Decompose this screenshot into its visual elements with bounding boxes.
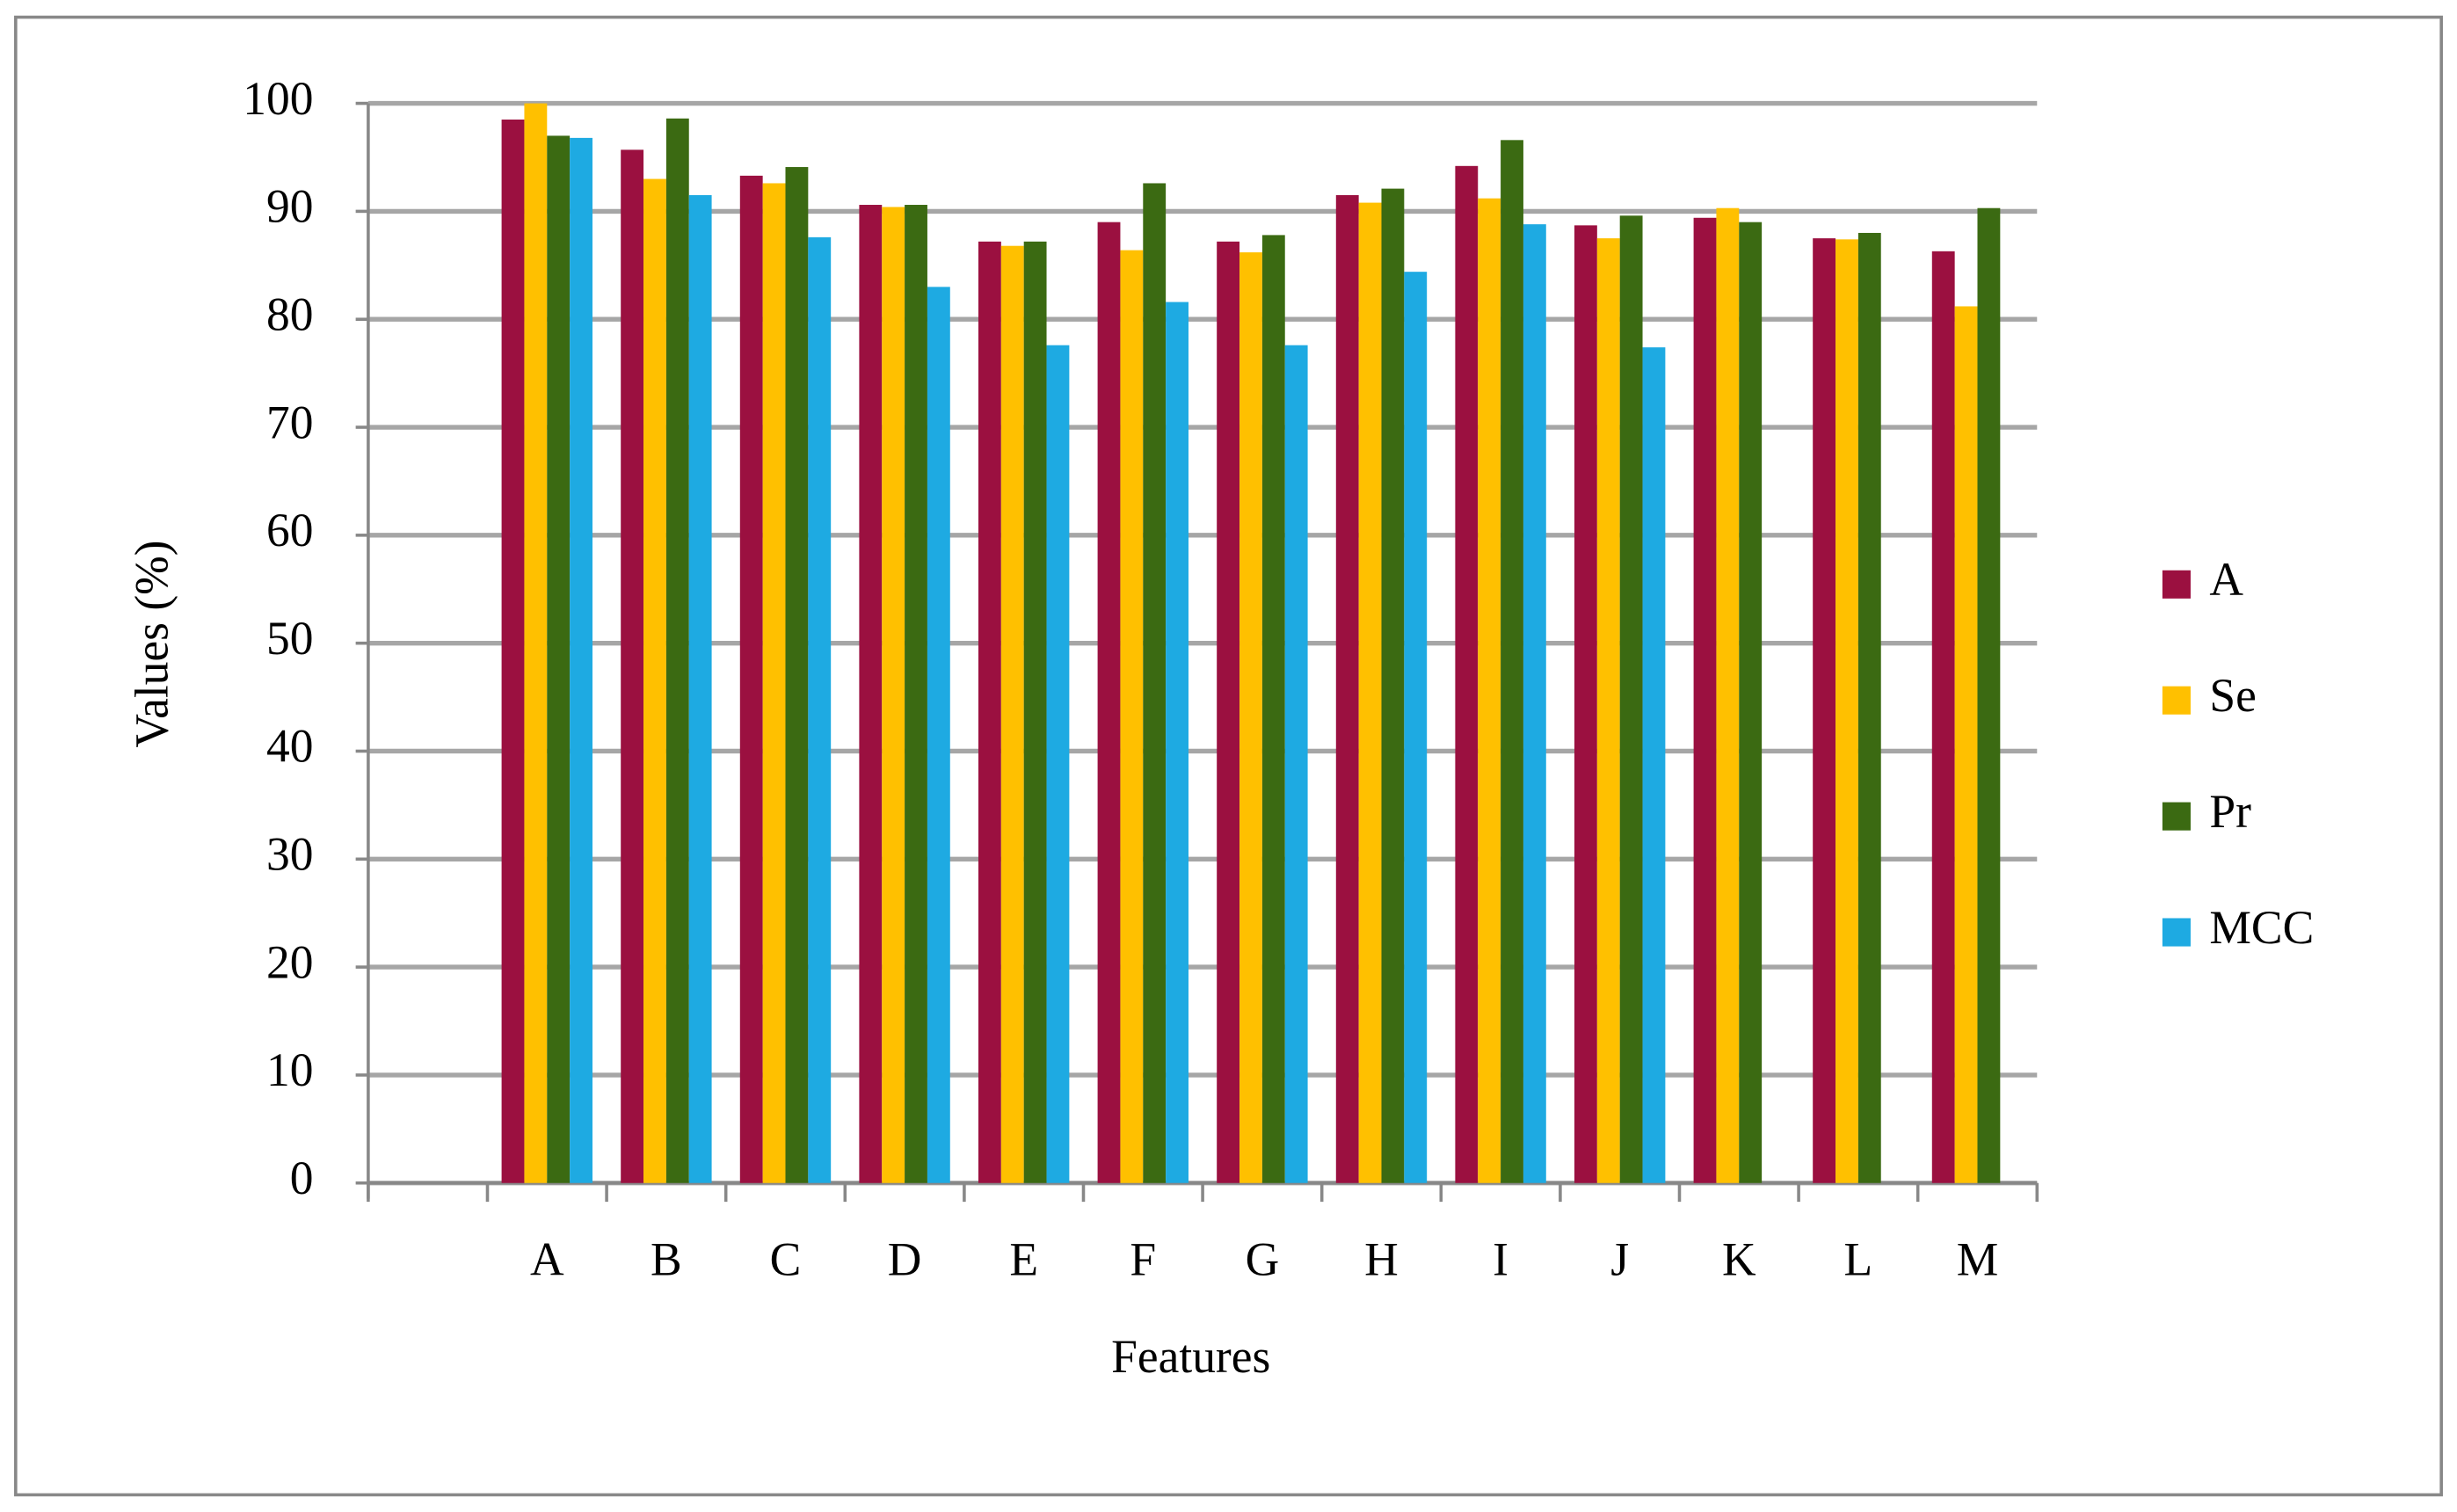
bar (1501, 140, 1523, 1183)
bar (1739, 222, 1763, 1183)
bar (927, 287, 950, 1183)
bar (547, 135, 571, 1183)
bar (1000, 245, 1024, 1183)
bar (1455, 165, 1479, 1183)
bar (1143, 183, 1167, 1183)
bar (1097, 222, 1121, 1183)
bar (1954, 306, 1978, 1183)
bar (1857, 232, 1881, 1183)
y-tick-label: 40 (266, 720, 313, 773)
y-tick-label: 60 (266, 504, 313, 556)
bar (739, 175, 763, 1183)
legend-label: A (2209, 553, 2243, 606)
bar (1381, 188, 1405, 1183)
y-tick-label: 70 (266, 396, 313, 448)
bar (905, 205, 927, 1183)
y-tick-label: 0 (290, 1152, 314, 1204)
x-tick-label: H (1364, 1233, 1399, 1286)
bar (1619, 215, 1643, 1183)
y-tick-label: 30 (266, 828, 313, 881)
bar (1335, 194, 1359, 1183)
legend-label: MCC (2209, 901, 2314, 954)
bar (1166, 302, 1189, 1183)
bar (1023, 241, 1047, 1183)
bar (1642, 347, 1666, 1183)
bar (643, 178, 666, 1183)
x-tick-label: G (1246, 1233, 1280, 1286)
bar (1523, 224, 1546, 1183)
x-tick-label: F (1130, 1233, 1156, 1286)
bar (1977, 207, 2001, 1183)
x-tick-label: M (1957, 1233, 1999, 1286)
bar (1835, 239, 1858, 1183)
legend-swatch (2162, 918, 2191, 947)
bar (762, 183, 786, 1183)
bar (859, 205, 883, 1183)
bar (1284, 345, 1308, 1183)
bar (1813, 238, 1836, 1183)
x-axis-title: Features (1111, 1330, 1270, 1383)
bar (808, 236, 832, 1183)
bar (524, 103, 548, 1183)
x-tick-label: E (1009, 1233, 1038, 1286)
legend-swatch (2162, 802, 2191, 831)
bar (1574, 225, 1597, 1183)
bar (978, 241, 1001, 1183)
bar (1046, 345, 1070, 1183)
bar (1239, 252, 1262, 1183)
bar (570, 137, 592, 1183)
bar (1478, 198, 1501, 1183)
bar (665, 118, 689, 1183)
y-axis-title: Values (%) (126, 541, 178, 748)
legend-label: Se (2209, 669, 2256, 722)
legend-swatch (2162, 686, 2191, 715)
bar (501, 120, 525, 1183)
y-tick-label: 10 (266, 1043, 313, 1096)
x-tick-label: A (530, 1233, 564, 1286)
y-tick-label: 50 (266, 612, 313, 665)
y-tick-label: 80 (266, 287, 313, 340)
bar (1261, 235, 1285, 1183)
y-tick-label: 90 (266, 180, 313, 233)
bar (1358, 202, 1382, 1183)
bar (621, 149, 644, 1183)
y-tick-label: 20 (266, 935, 313, 988)
bar (688, 194, 712, 1183)
x-tick-label: I (1493, 1233, 1508, 1286)
y-tick-label: 100 (243, 72, 313, 125)
bar (1404, 272, 1428, 1183)
bar (1931, 251, 1955, 1183)
x-tick-label: C (770, 1233, 802, 1286)
bar (1596, 238, 1620, 1183)
x-tick-label: B (651, 1233, 682, 1286)
bar (1120, 250, 1144, 1183)
bar (1716, 207, 1740, 1183)
bar (882, 207, 905, 1183)
bar (1693, 217, 1717, 1183)
legend-swatch (2162, 570, 2191, 599)
bar (1217, 241, 1240, 1183)
x-tick-label: J (1610, 1233, 1629, 1286)
bar (785, 167, 809, 1183)
x-tick-label: L (1844, 1233, 1873, 1286)
x-tick-label: K (1722, 1233, 1756, 1286)
x-tick-label: D (888, 1233, 922, 1286)
legend-label: Pr (2209, 785, 2251, 838)
